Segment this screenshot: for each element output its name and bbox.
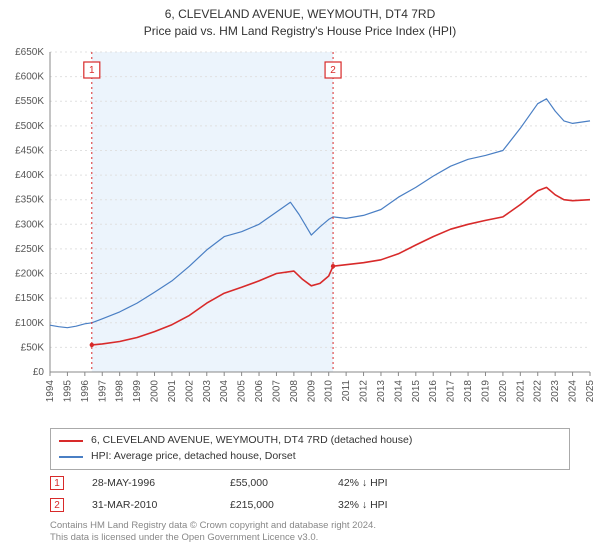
svg-text:£500K: £500K	[15, 121, 44, 132]
chart-container: 6, CLEVELAND AVENUE, WEYMOUTH, DT4 7RD P…	[0, 0, 600, 560]
svg-text:2012: 2012	[359, 380, 370, 403]
sale-price: £55,000	[230, 477, 310, 489]
sale-marker-number: 1	[54, 478, 60, 489]
svg-text:1996: 1996	[80, 380, 91, 403]
legend-swatch	[59, 456, 83, 458]
svg-text:2004: 2004	[219, 380, 230, 403]
svg-text:2: 2	[330, 65, 336, 76]
legend: 6, CLEVELAND AVENUE, WEYMOUTH, DT4 7RD (…	[50, 428, 570, 470]
svg-text:2011: 2011	[341, 380, 352, 402]
sale-row: 2 31-MAR-2010 £215,000 32% ↓ HPI	[50, 494, 570, 516]
svg-text:1995: 1995	[62, 380, 73, 403]
title-address: 6, CLEVELAND AVENUE, WEYMOUTH, DT4 7RD	[0, 6, 600, 23]
svg-text:£550K: £550K	[15, 96, 44, 107]
svg-text:£300K: £300K	[15, 219, 44, 230]
svg-text:1994: 1994	[45, 380, 56, 403]
svg-text:£450K: £450K	[15, 145, 44, 156]
sale-diff: 42% ↓ HPI	[338, 477, 428, 489]
svg-text:2002: 2002	[184, 380, 195, 403]
svg-text:£250K: £250K	[15, 244, 44, 255]
footer: Contains HM Land Registry data © Crown c…	[50, 520, 570, 545]
svg-text:2005: 2005	[237, 380, 248, 403]
legend-label: 6, CLEVELAND AVENUE, WEYMOUTH, DT4 7RD (…	[91, 433, 412, 449]
svg-text:2009: 2009	[306, 380, 317, 403]
sale-row: 1 28-MAY-1996 £55,000 42% ↓ HPI	[50, 472, 570, 494]
legend-swatch	[59, 440, 83, 442]
svg-text:2006: 2006	[254, 380, 265, 403]
sale-marker-number: 2	[54, 500, 60, 511]
svg-text:2016: 2016	[428, 380, 439, 403]
svg-text:2008: 2008	[289, 380, 300, 403]
svg-text:£150K: £150K	[15, 293, 44, 304]
svg-text:£100K: £100K	[15, 318, 44, 329]
svg-text:2020: 2020	[498, 380, 509, 403]
sale-diff: 32% ↓ HPI	[338, 499, 428, 511]
svg-text:2018: 2018	[463, 380, 474, 403]
footer-line: This data is licensed under the Open Gov…	[50, 532, 570, 544]
title-subtitle: Price paid vs. HM Land Registry's House …	[0, 23, 600, 40]
chart-svg: £0 £50K £100K £150K £200K £250K £300K £350K £400…	[0, 42, 600, 422]
sale-price: £215,000	[230, 499, 310, 511]
svg-text:2022: 2022	[533, 380, 544, 403]
svg-text:2021: 2021	[515, 380, 526, 403]
sales-table: 1 28-MAY-1996 £55,000 42% ↓ HPI 2 31-MAR…	[50, 472, 570, 516]
legend-label: HPI: Average price, detached house, Dors…	[91, 449, 296, 465]
svg-text:2013: 2013	[376, 380, 387, 403]
sale-marker-icon: 1	[50, 476, 64, 490]
sale-date: 31-MAR-2010	[92, 499, 202, 511]
svg-text:1: 1	[89, 65, 95, 76]
svg-text:£600K: £600K	[15, 72, 44, 83]
svg-text:2007: 2007	[271, 380, 282, 403]
svg-text:£200K: £200K	[15, 269, 44, 280]
sale-date: 28-MAY-1996	[92, 477, 202, 489]
svg-text:2015: 2015	[411, 380, 422, 403]
svg-text:1999: 1999	[132, 380, 143, 403]
svg-text:2010: 2010	[324, 380, 335, 403]
svg-text:2000: 2000	[150, 380, 161, 403]
svg-text:£0: £0	[33, 367, 45, 378]
legend-item: HPI: Average price, detached house, Dors…	[59, 449, 561, 465]
svg-text:2017: 2017	[446, 380, 457, 403]
svg-text:1997: 1997	[97, 380, 108, 403]
legend-item: 6, CLEVELAND AVENUE, WEYMOUTH, DT4 7RD (…	[59, 433, 561, 449]
svg-text:2014: 2014	[393, 380, 404, 403]
titles: 6, CLEVELAND AVENUE, WEYMOUTH, DT4 7RD P…	[0, 0, 600, 40]
svg-text:2025: 2025	[585, 380, 596, 403]
chart-area: £0 £50K £100K £150K £200K £250K £300K £350K £400…	[0, 42, 600, 422]
footer-line: Contains HM Land Registry data © Crown c…	[50, 520, 570, 532]
svg-text:£400K: £400K	[15, 170, 44, 181]
svg-text:2024: 2024	[568, 380, 579, 403]
svg-text:2003: 2003	[202, 380, 213, 403]
svg-text:£650K: £650K	[15, 47, 44, 58]
svg-text:2023: 2023	[550, 380, 561, 403]
svg-text:2001: 2001	[167, 380, 178, 403]
sale-marker-icon: 2	[50, 498, 64, 512]
svg-text:1998: 1998	[115, 380, 126, 403]
svg-text:£350K: £350K	[15, 195, 44, 206]
svg-text:2019: 2019	[480, 380, 491, 403]
svg-text:£50K: £50K	[21, 342, 45, 353]
